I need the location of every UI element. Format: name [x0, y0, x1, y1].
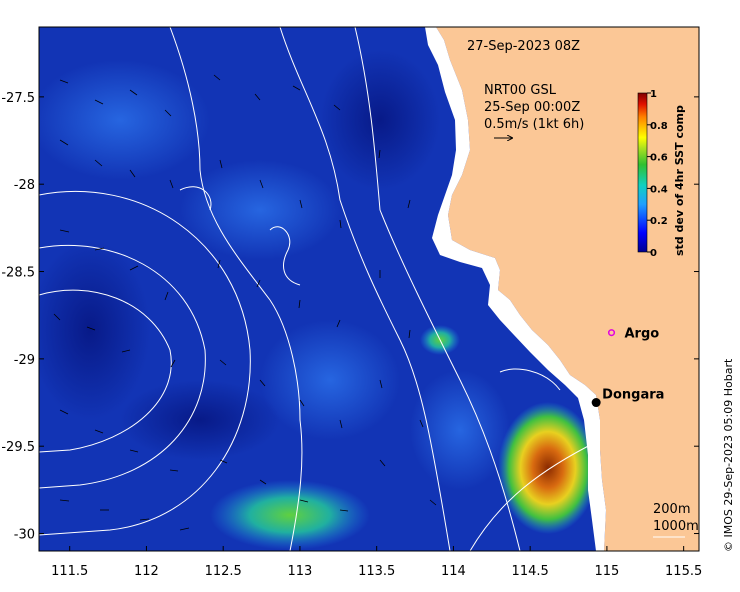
y-tick-label: -30 — [14, 528, 35, 543]
x-tick-label: 112 — [134, 564, 159, 579]
map-timestamp: 27-Sep-2023 08Z — [467, 39, 580, 54]
x-tick-label: 111.5 — [51, 564, 88, 579]
place-label-argo: Argo — [625, 327, 660, 342]
x-tick-label: 114.5 — [512, 564, 549, 579]
y-tick-label: -29.5 — [1, 440, 35, 455]
colorbar: 0 0.2 0.4 0.6 0.8 1 std dev of 4hr SST comp — [637, 89, 686, 259]
vector-time-label: 25-Sep 00:00Z — [484, 100, 580, 115]
x-tick-label: 112.5 — [205, 564, 242, 579]
colorbar-tick-label: 1 — [650, 89, 657, 100]
x-tick-label: 113 — [288, 564, 313, 579]
land-mass — [436, 27, 699, 551]
map-plot-area: Argo Dongara — [39, 27, 699, 551]
place-markers: Argo Dongara — [591, 327, 664, 408]
colorbar-tick-label: 0.2 — [650, 216, 668, 227]
depth-contours — [39, 27, 601, 551]
depth-legend-1000m: 1000m — [653, 519, 699, 534]
x-tick-label: 113.5 — [358, 564, 395, 579]
town-marker — [591, 398, 601, 408]
x-axis-ticks: 111.5 112 112.5 113 113.5 114 114.5 115 115.5 — [51, 546, 702, 579]
x-tick-label: 115.5 — [665, 564, 702, 579]
map-frame — [38, 26, 700, 552]
vector-source-label: NRT00 GSL — [484, 83, 557, 98]
vector-scale-label: 0.5m/s (1kt 6h) — [484, 117, 584, 132]
copyright-credit: © IMOS 29-Sep-2023 05:09 Hobart — [722, 358, 735, 552]
y-tick-label: -28 — [14, 178, 35, 193]
place-label-dongara: Dongara — [602, 388, 664, 403]
coastal-no-data — [425, 27, 606, 551]
y-tick-label: -28.5 — [1, 266, 35, 281]
current-vectors — [53, 74, 437, 531]
argo-float-marker — [607, 329, 616, 337]
x-tick-label: 114 — [441, 564, 466, 579]
colorbar-tick-label: 0.6 — [650, 153, 668, 164]
colorbar-gradient — [637, 92, 648, 253]
colorbar-ticks: 0 0.2 0.4 0.6 0.8 1 — [647, 89, 668, 259]
colorbar-tick-label: 0.8 — [650, 121, 668, 132]
x-tick-label: 115 — [594, 564, 619, 579]
colorbar-label: std dev of 4hr SST comp — [673, 105, 686, 256]
colorbar-tick-label: 0 — [650, 248, 657, 259]
depth-legend-200m: 200m — [653, 502, 690, 517]
sst-variability-field — [39, 50, 598, 550]
y-tick-label: -27.5 — [1, 91, 35, 106]
y-axis-ticks: -27.5 -28 -28.5 -29 -29.5 -30 — [1, 91, 699, 543]
y-tick-label: -29 — [14, 353, 35, 368]
colorbar-tick-label: 0.4 — [650, 184, 668, 195]
